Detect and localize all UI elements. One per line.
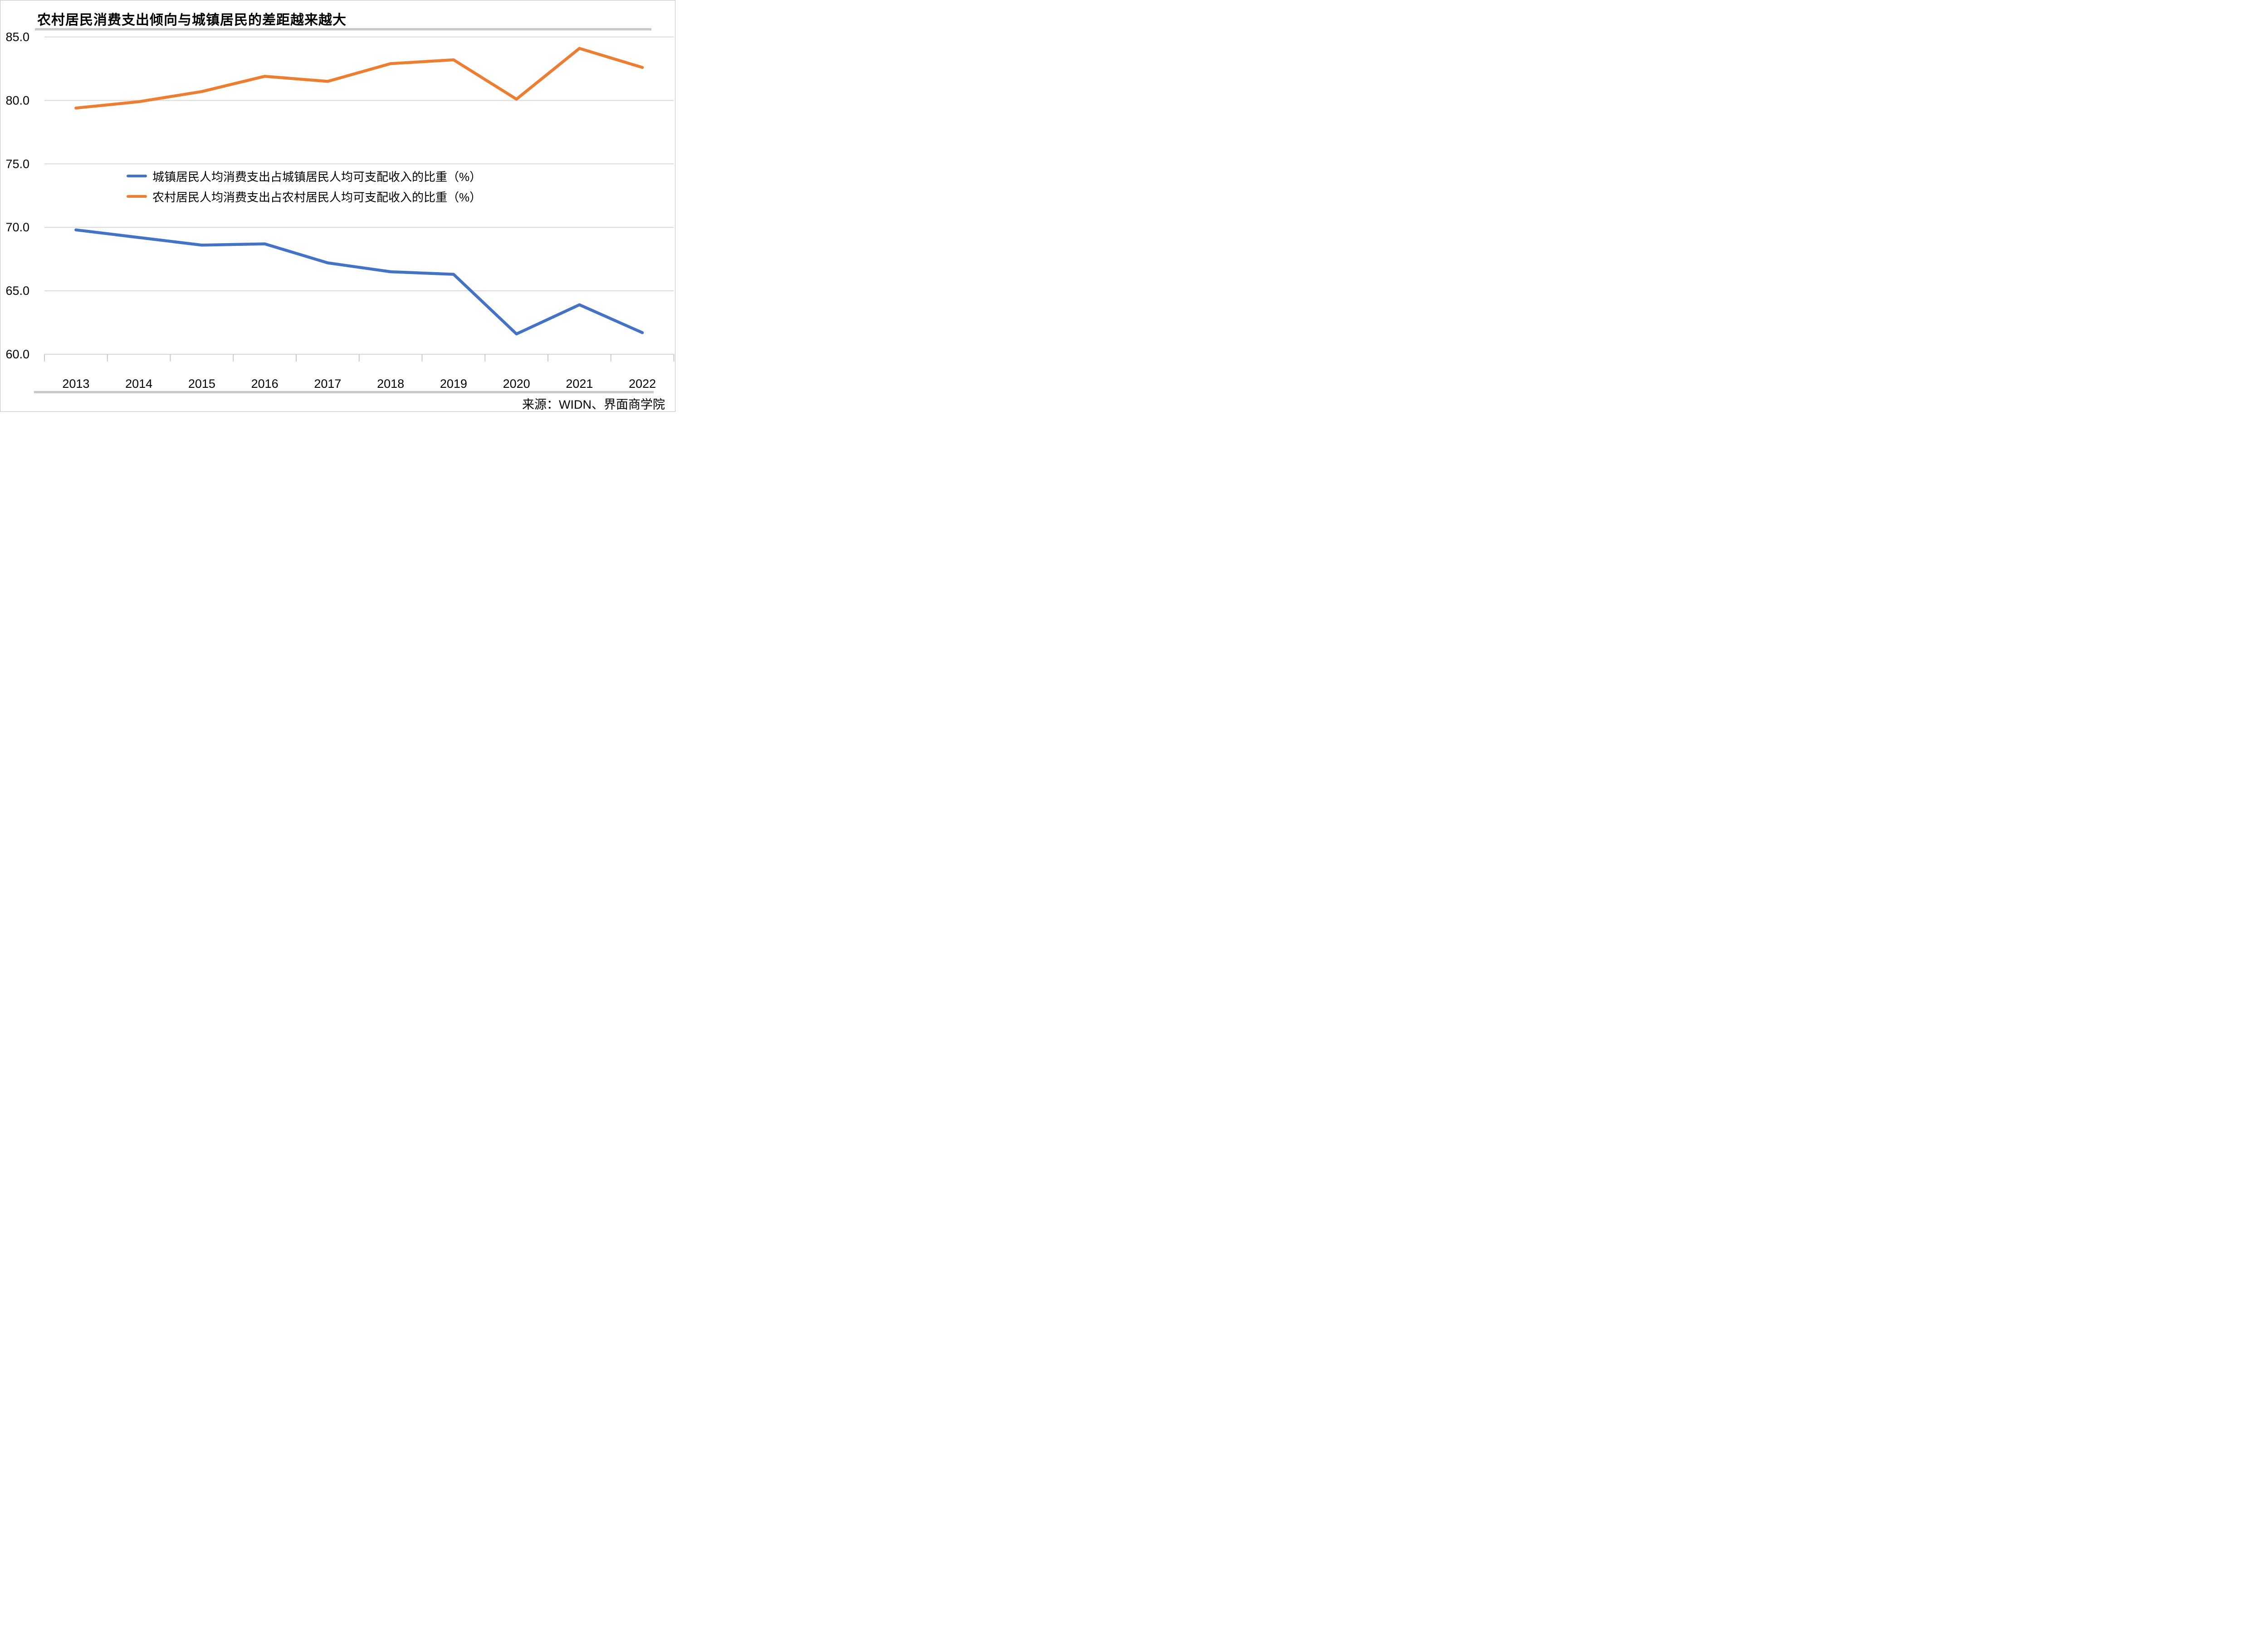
legend-label-urban: 城镇居民人均消费支出占城镇居民人均可支配收入的比重（%） [152, 170, 482, 184]
x-axis-label-2017: 2017 [314, 377, 341, 391]
legend-label-rural: 农村居民人均消费支出占农村居民人均可支配收入的比重（%） [152, 190, 482, 204]
rural-series-swatch-icon [127, 195, 147, 198]
x-axis-label-2019: 2019 [440, 377, 467, 391]
x-axis-label-2018: 2018 [377, 377, 404, 391]
x-axis-label-2022: 2022 [629, 377, 656, 391]
chart-legend: 城镇居民人均消费支出占城镇居民人均可支配收入的比重（%） 农村居民人均消费支出占… [127, 170, 489, 211]
chart-page: 农村居民消费支出倾向与城镇居民的差距越来越大 85.0 80.0 75.0 70.0 6… [0, 0, 675, 412]
legend-item-urban: 城镇居民人均消费支出占城镇居民人均可支配收入的比重（%） [127, 170, 489, 184]
x-axis-label-2013: 2013 [62, 377, 89, 391]
x-axis-label-2014: 2014 [125, 377, 152, 391]
series-line-urban [74, 228, 644, 336]
legend-item-rural: 农村居民人均消费支出占农村居民人均可支配收入的比重（%） [127, 190, 489, 204]
chart-title: 农村居民消费支出倾向与城镇居民的差距越来越大 [37, 13, 347, 28]
x-axis-label-2015: 2015 [188, 377, 215, 391]
y-axis-label-80.0: 80.0 [5, 93, 29, 107]
y-axis-label-70.0: 70.0 [5, 220, 29, 234]
title-divider-bar [35, 28, 651, 30]
series-line-rural [74, 47, 644, 110]
y-axis-label-85.0: 85.0 [5, 30, 29, 44]
line-chart: 85.0 80.0 75.0 70.0 65.0 60.0 2013 2014 2015 2016… [5, 30, 675, 391]
y-axis-label-75.0: 75.0 [5, 157, 29, 171]
x-axis-label-2016: 2016 [251, 377, 279, 391]
source-note: 来源：WIDN、界面商学院 [522, 398, 665, 411]
footer-divider-bar [34, 391, 654, 393]
urban-series-swatch-icon [127, 175, 147, 177]
x-axis-label-2021: 2021 [566, 377, 593, 391]
y-axis-label-65.0: 65.0 [5, 284, 29, 298]
x-axis-label-2020: 2020 [503, 377, 530, 391]
y-axis-label-60.0: 60.0 [5, 347, 29, 361]
